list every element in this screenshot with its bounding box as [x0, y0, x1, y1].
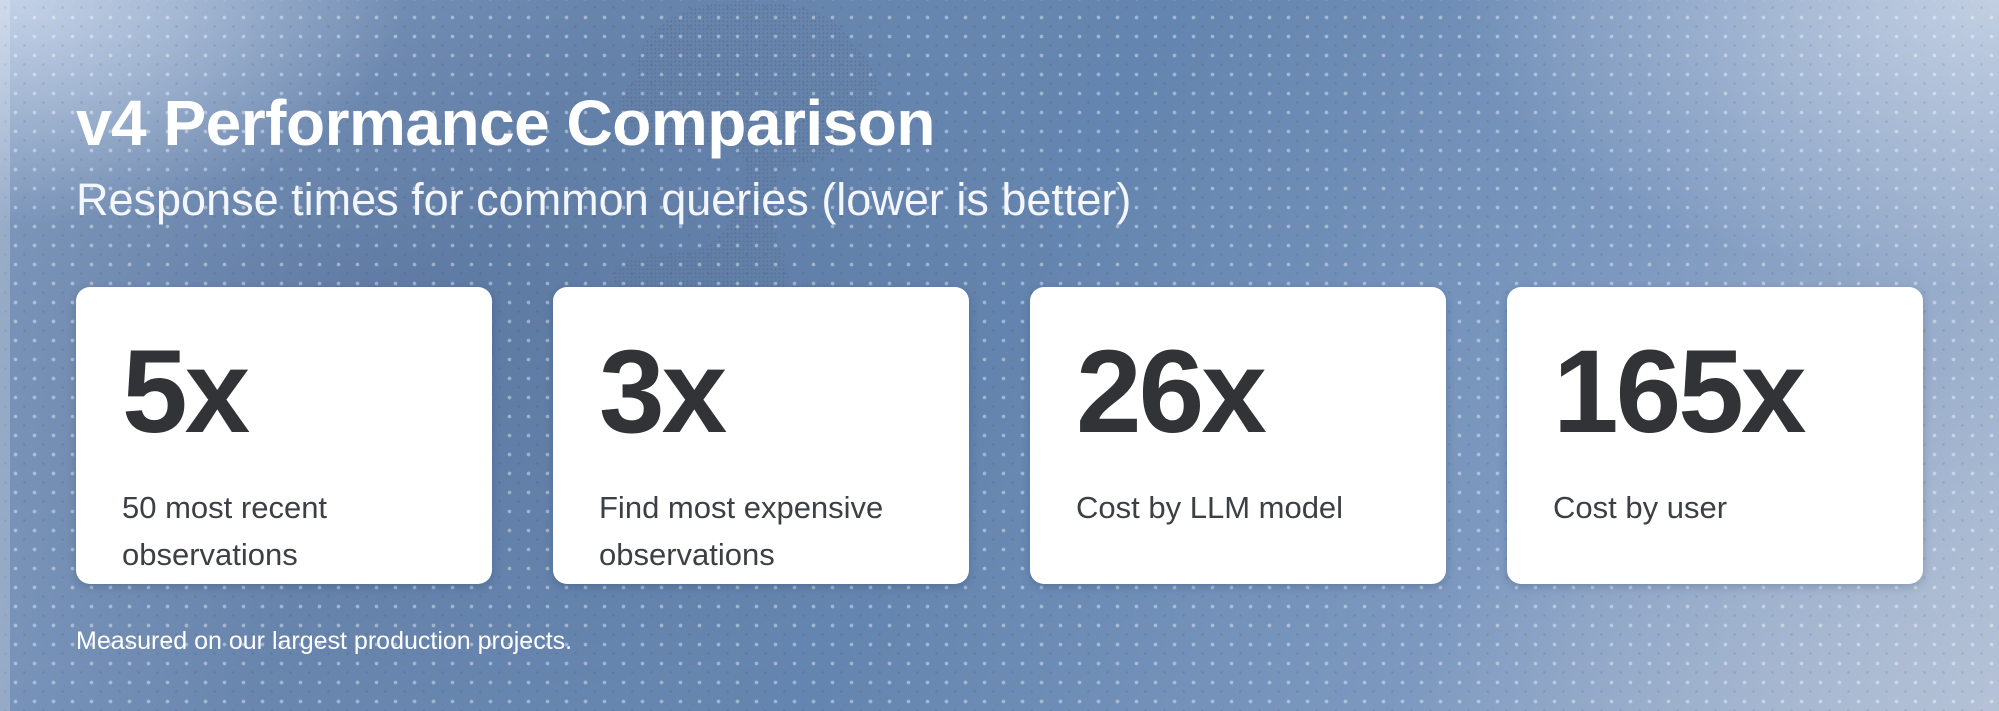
metric-label: Cost by user	[1553, 490, 1728, 526]
metric-label: Find most expensive observations	[599, 490, 884, 572]
metric-value: 26x	[1076, 326, 1267, 459]
metric-cards-row: 5x 50 most recent observations 3x Find m…	[76, 287, 1923, 585]
metric-card-cost-by-llm-model: 26x Cost by LLM model	[1030, 287, 1446, 585]
metric-label: 50 most recent observations	[122, 490, 328, 572]
metric-value: 5x	[122, 326, 250, 459]
metric-value: 165x	[1553, 326, 1807, 459]
metric-card-expensive-observations: 3x Find most expensive observations	[553, 287, 969, 585]
page-subtitle: Response times for common queries (lower…	[76, 174, 1132, 226]
banner-content: v4 Performance Comparison Response times…	[76, 87, 1923, 656]
metric-value: 3x	[599, 326, 727, 459]
page-title: v4 Performance Comparison	[76, 87, 935, 159]
metric-card-cost-by-user: 165x Cost by user	[1507, 287, 1923, 585]
metric-card-recent-observations: 5x 50 most recent observations	[76, 287, 492, 585]
measurement-footnote: Measured on our largest production proje…	[76, 627, 573, 656]
metric-label: Cost by LLM model	[1076, 490, 1344, 526]
